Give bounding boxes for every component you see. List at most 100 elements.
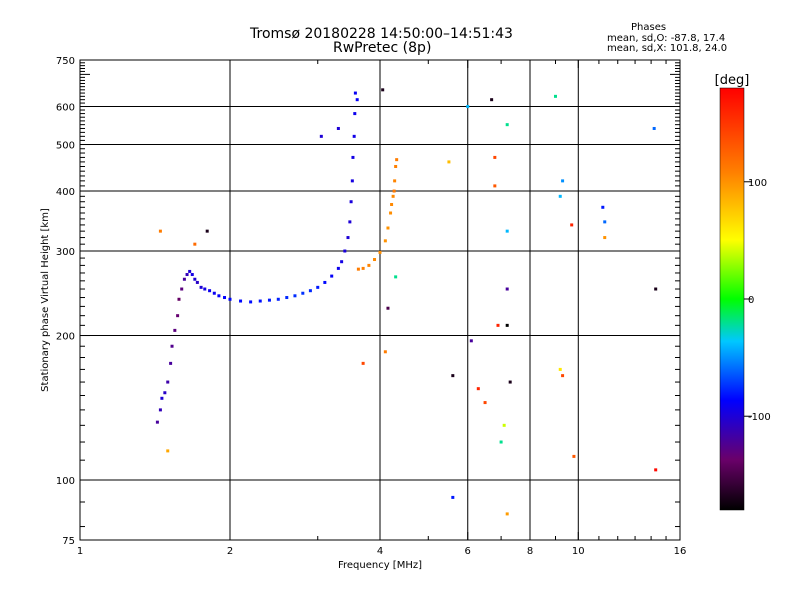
y-tick-labels: 75 100 200 300 400 500 600 750 (56, 56, 75, 547)
data-point (340, 260, 344, 264)
data-point (505, 123, 509, 127)
data-point (343, 249, 347, 253)
data-point (349, 200, 353, 204)
data-point (367, 263, 371, 267)
data-point (193, 277, 197, 281)
data-point (353, 112, 357, 116)
data-point (505, 323, 509, 327)
data-point (316, 285, 320, 289)
data-point (330, 274, 334, 278)
data-point (228, 297, 232, 301)
data-point (336, 266, 340, 270)
data-point (163, 391, 167, 395)
data-point (195, 280, 199, 284)
data-point (323, 280, 327, 284)
phases-header: Phases (631, 22, 667, 33)
data-point (553, 94, 557, 98)
data-point (203, 287, 207, 291)
data-point (212, 291, 216, 295)
data-point (493, 155, 497, 159)
data-point (208, 289, 212, 293)
data-point (558, 367, 562, 371)
data-point (383, 350, 387, 354)
data-point (276, 297, 280, 301)
data-point (346, 236, 350, 240)
data-point (188, 269, 192, 273)
data-point (180, 287, 184, 291)
data-point (308, 289, 312, 293)
data-point (496, 323, 500, 327)
y-tick-label: 750 (56, 56, 75, 67)
data-point (389, 211, 393, 215)
data-point (293, 294, 297, 298)
y-tick-label: 500 (56, 141, 75, 152)
colorbar-tick-label: -100 (748, 412, 771, 423)
colorbar-ticks: 100 0 -100 (744, 178, 771, 423)
data-point (395, 158, 399, 162)
data-point (353, 91, 357, 95)
data-point (176, 314, 180, 318)
data-point (258, 299, 262, 303)
data-point (301, 291, 305, 295)
data-point (352, 134, 356, 138)
colorbar-tick-label: 0 (748, 295, 754, 306)
data-point (177, 297, 181, 301)
data-point (508, 380, 512, 384)
phases-x-stats: mean, sd,X: 101.8, 24.0 (607, 43, 728, 54)
plot-frame (79, 59, 681, 541)
data-point (361, 361, 365, 365)
data-point (654, 287, 658, 291)
data-point (223, 296, 227, 300)
x-tick-label: 6 (465, 546, 471, 557)
data-point (356, 267, 360, 271)
data-point (603, 236, 607, 240)
data-point (561, 374, 565, 378)
data-point (476, 387, 480, 391)
grid-lines (80, 60, 680, 540)
data-point (603, 220, 607, 224)
data-point (392, 189, 396, 193)
data-point (348, 220, 352, 224)
y-tick-label: 600 (56, 103, 75, 114)
data-point (350, 179, 354, 183)
data-point (483, 401, 487, 405)
data-point (493, 184, 497, 188)
data-point (217, 294, 221, 298)
data-point (386, 306, 390, 310)
y-axis-label: Stationary phase Virtual Height [km] (40, 208, 51, 392)
x-tick-label: 2 (227, 546, 233, 557)
chart-title: Tromsø 20180228 14:50:00–14:51:43 (250, 26, 513, 42)
data-point (386, 226, 390, 230)
data-point (451, 374, 455, 378)
data-point (239, 299, 243, 303)
data-point (572, 454, 576, 458)
data-point (383, 239, 387, 243)
data-points (155, 88, 658, 516)
data-point (190, 273, 194, 277)
data-point (558, 194, 562, 198)
data-point (249, 300, 253, 304)
data-point (166, 449, 170, 453)
data-point (469, 339, 473, 343)
data-point (199, 285, 203, 289)
data-point (173, 328, 177, 332)
data-point (505, 512, 509, 516)
y-tick-label: 75 (62, 536, 75, 547)
data-point (319, 134, 323, 138)
data-point (361, 266, 365, 270)
data-point (652, 126, 656, 130)
data-point (267, 298, 271, 302)
y-tick-label: 400 (56, 187, 75, 198)
x-axis-label: Frequency [MHz] (338, 560, 422, 571)
data-point (390, 202, 394, 206)
x-tick-labels: 1 2 4 6 8 10 16 (77, 546, 687, 557)
data-point (394, 275, 398, 279)
data-point (351, 155, 355, 159)
data-point (285, 296, 289, 300)
colorbar-label: [deg] (715, 73, 750, 88)
data-point (355, 98, 359, 102)
data-point (381, 88, 385, 92)
y-tick-label: 200 (56, 332, 75, 343)
phases-o-stats: mean, sd,O: -87.8, 17.4 (607, 33, 726, 44)
